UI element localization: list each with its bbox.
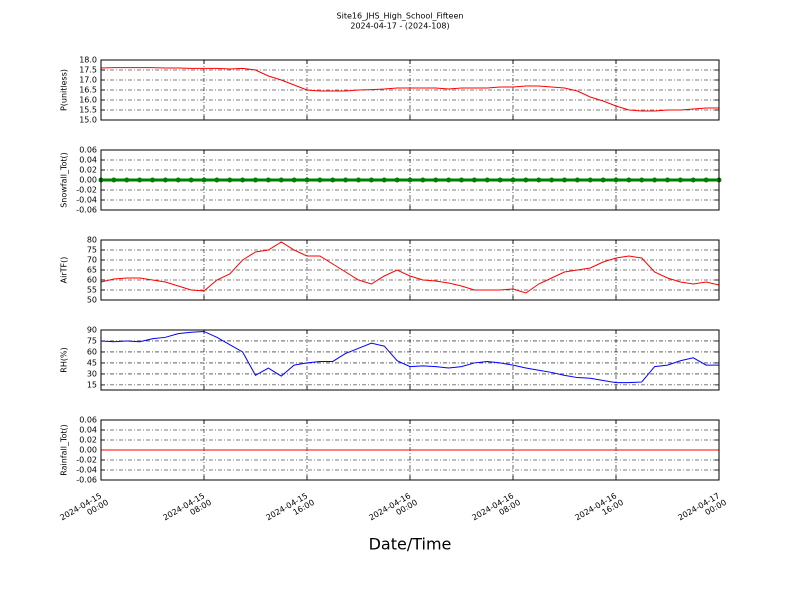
axes-frame (100, 239, 720, 301)
data-marker (330, 177, 336, 183)
data-line (100, 330, 719, 384)
data-marker (626, 177, 632, 183)
data-marker (394, 177, 400, 183)
data-marker (446, 177, 452, 183)
data-marker (240, 177, 246, 183)
axes-frame (100, 329, 720, 391)
y-tick-label: 16.5 (79, 86, 97, 95)
y-tick-label: 15 (87, 380, 97, 389)
data-marker (291, 177, 297, 183)
data-marker (510, 177, 516, 183)
y-tick-label: 17.5 (79, 66, 97, 75)
data-marker (484, 177, 490, 183)
y-tick-label: 75 (87, 246, 97, 255)
data-marker (549, 177, 555, 183)
y-tick-label: 0.04 (79, 426, 97, 435)
data-marker (677, 177, 683, 183)
y-tick-label: -0.02 (76, 456, 97, 465)
chart-title: Site16_JHS_High_School_Fifteen (337, 12, 464, 21)
data-marker (265, 177, 271, 183)
y-axis-label: Snowfall_Tot() (60, 152, 69, 208)
y-tick-label: 18.0 (79, 56, 97, 65)
y-tick-label: -0.04 (76, 196, 97, 205)
y-tick-label: 50 (87, 296, 97, 305)
y-tick-label: 0.06 (79, 416, 97, 425)
axes-frame (100, 419, 720, 481)
data-marker (652, 177, 658, 183)
y-tick-label: 16.0 (79, 96, 97, 105)
data-marker (137, 177, 143, 183)
y-tick-label: 90 (87, 326, 97, 335)
data-marker (201, 177, 207, 183)
data-marker (175, 177, 181, 183)
y-tick-label: 0.02 (79, 166, 97, 175)
y-tick-label: 65 (87, 266, 97, 275)
data-marker (574, 177, 580, 183)
y-axis-label: Rainfall_Tot() (60, 424, 69, 476)
data-marker (253, 177, 258, 183)
data-marker (343, 177, 349, 183)
y-tick-label: 0.02 (79, 436, 97, 445)
data-marker (433, 177, 439, 183)
y-tick-label: 30 (87, 369, 97, 378)
y-tick-label: 15.5 (79, 106, 97, 115)
data-marker (214, 177, 220, 183)
data-marker (227, 177, 233, 183)
y-tick-label: 15.0 (79, 116, 97, 125)
data-marker (523, 177, 529, 183)
data-marker (356, 177, 361, 183)
y-tick-label: 0.00 (79, 446, 97, 455)
x-axis-label: Date/Time (369, 535, 452, 554)
data-marker (497, 177, 503, 183)
y-tick-label: -0.06 (76, 476, 97, 485)
data-marker (459, 177, 464, 183)
data-marker (639, 177, 645, 183)
chart-subtitle: 2024-04-17 - (2024-108) (350, 22, 449, 31)
data-marker (381, 177, 387, 183)
data-marker (587, 177, 593, 183)
data-marker (600, 177, 606, 183)
y-tick-label: -0.06 (76, 206, 97, 215)
data-marker (368, 177, 374, 183)
data-marker (471, 177, 477, 183)
axes-frame (100, 149, 720, 211)
data-marker (278, 177, 284, 183)
y-tick-label: 75 (87, 336, 97, 345)
data-marker (317, 177, 323, 183)
axes-frame (100, 59, 720, 121)
y-tick-label: 60 (87, 276, 97, 285)
y-tick-label: -0.02 (76, 186, 97, 195)
data-marker (562, 177, 567, 183)
data-line (100, 67, 719, 112)
data-marker (420, 177, 426, 183)
y-tick-label: 17.0 (79, 76, 97, 85)
data-marker (690, 177, 696, 183)
y-tick-label: 45 (87, 358, 97, 367)
y-tick-label: 0.04 (79, 156, 97, 165)
data-marker (407, 177, 413, 183)
y-tick-label: 0.06 (79, 146, 97, 155)
y-tick-label: 70 (87, 256, 97, 265)
data-marker (150, 177, 155, 183)
y-axis-label: RH(%) (60, 347, 69, 372)
data-marker (188, 177, 194, 183)
data-marker (665, 177, 670, 183)
y-tick-label: 0.00 (79, 176, 97, 185)
data-marker (703, 177, 709, 183)
y-tick-label: 60 (87, 347, 97, 356)
y-tick-label: 55 (87, 286, 97, 295)
y-tick-label: -0.04 (76, 466, 97, 475)
data-marker (304, 177, 310, 183)
y-axis-label: P(unitless) (60, 69, 69, 111)
data-line (100, 241, 720, 294)
data-marker (111, 177, 117, 183)
data-marker (162, 177, 168, 183)
data-marker (124, 177, 130, 183)
data-marker (536, 177, 542, 183)
data-marker (613, 177, 619, 183)
y-tick-label: 80 (87, 236, 97, 245)
y-axis-label: AirTF() (60, 257, 69, 284)
